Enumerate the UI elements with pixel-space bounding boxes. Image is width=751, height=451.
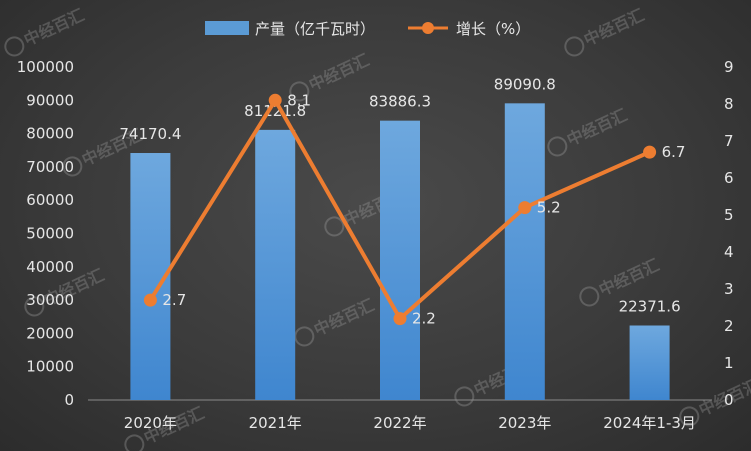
- watermark-logo-icon: [564, 36, 585, 57]
- line-data-labels: 2.7 8.1 2.2 5.2 6.7: [162, 91, 685, 327]
- watermark-logo-icon: [4, 36, 25, 57]
- bar-series: [130, 103, 670, 400]
- watermark-logo-icon: [289, 81, 310, 102]
- y-left-tick-label: 80000: [26, 125, 74, 143]
- watermark-stamp: 中经百汇: [547, 105, 630, 157]
- bar: [504, 103, 545, 400]
- bar-value-label: 89090.8: [494, 75, 556, 93]
- y-right-tick-label: 9: [724, 58, 734, 76]
- legend-label-bar: 产量（亿千瓦时）: [255, 20, 375, 38]
- watermark-stamp: 中经百汇: [4, 5, 87, 57]
- watermark-text: 中经百汇: [306, 50, 372, 94]
- line-series: [143, 93, 657, 326]
- legend-label-line: 增长（%）: [456, 20, 530, 38]
- legend: 产量（亿千瓦时） 增长（%）: [205, 20, 530, 38]
- watermark-logo-icon: [294, 326, 315, 347]
- watermark-logo-icon: [124, 434, 145, 451]
- y-left-tick-labels: 0 10000 20000 30000 40000 50000 60000 70000 8000…: [17, 58, 74, 409]
- watermark-stamp: 中经百汇: [294, 295, 377, 347]
- watermark-text: 中经百汇: [596, 255, 662, 299]
- y-right-tick-label: 4: [724, 243, 734, 261]
- y-right-tick-labels: 0 1 2 3 4 5 6 7 8 9: [724, 58, 734, 409]
- y-left-tick-label: 100000: [17, 58, 74, 76]
- x-tick-labels: 2020年 2021年 2022年 2023年 2024年1-3月: [124, 414, 696, 432]
- bar-value-label: 74170.4: [119, 125, 181, 143]
- watermark-logo-icon: [324, 216, 345, 237]
- watermark-logo-icon: [547, 136, 568, 157]
- line-marker: [393, 312, 407, 326]
- y-left-tick-label: 70000: [26, 158, 74, 176]
- y-left-tick-label: 20000: [26, 324, 74, 342]
- y-right-tick-label: 6: [724, 169, 734, 187]
- y-right-tick-label: 8: [724, 95, 734, 113]
- legend-swatch-bar: [205, 21, 249, 35]
- bar-data-labels: 74170.4 81121.8 83886.3 89090.8 22371.6: [119, 75, 680, 315]
- y-left-tick-label: 0: [64, 391, 74, 409]
- watermark-text: 中经百汇: [581, 5, 647, 49]
- line-marker: [268, 93, 282, 107]
- line-value-label: 2.7: [162, 291, 186, 309]
- bar-value-label: 83886.3: [369, 93, 431, 111]
- x-tick-label: 2023年: [498, 414, 551, 432]
- line-marker: [518, 201, 532, 215]
- y-left-tick-label: 60000: [26, 191, 74, 209]
- watermark-logo-icon: [579, 286, 600, 307]
- bar: [629, 325, 670, 400]
- line-marker: [643, 145, 657, 159]
- y-left-tick-label: 10000: [26, 358, 74, 376]
- y-right-tick-label: 0: [724, 391, 734, 409]
- y-left-tick-label: 50000: [26, 225, 74, 243]
- watermark-logo-icon: [679, 406, 700, 427]
- bar-value-label: 81121.8: [244, 102, 306, 120]
- line-value-label: 2.2: [412, 310, 436, 328]
- y-left-tick-label: 40000: [26, 258, 74, 276]
- x-tick-label: 2020年: [124, 414, 177, 432]
- line-value-label: 6.7: [662, 143, 686, 161]
- bar: [380, 120, 420, 400]
- y-right-tick-label: 5: [724, 206, 734, 224]
- bar-value-label: 22371.6: [619, 298, 681, 316]
- line-marker: [143, 293, 157, 307]
- y-left-tick-label: 30000: [26, 291, 74, 309]
- line-value-label: 5.2: [537, 199, 561, 217]
- watermark-logo-icon: [24, 296, 45, 317]
- x-tick-label: 2021年: [249, 414, 302, 432]
- watermark-stamp: 中经百汇: [564, 5, 647, 57]
- legend-swatch-marker: [422, 22, 434, 34]
- watermark-text: 中经百汇: [21, 5, 87, 49]
- y-left-tick-label: 90000: [26, 91, 74, 109]
- watermark-logo-icon: [62, 156, 83, 177]
- y-right-tick-label: 1: [724, 354, 734, 372]
- watermark-text: 中经百汇: [311, 295, 377, 339]
- line-value-label: 8.1: [287, 91, 311, 109]
- y-right-tick-label: 3: [724, 280, 734, 298]
- y-right-tick-label: 2: [724, 317, 734, 335]
- x-tick-label: 2022年: [373, 414, 426, 432]
- watermark-text: 中经百汇: [564, 105, 630, 149]
- y-right-tick-label: 7: [724, 132, 734, 150]
- bar: [255, 129, 296, 400]
- x-tick-label: 2024年1-3月: [603, 414, 696, 432]
